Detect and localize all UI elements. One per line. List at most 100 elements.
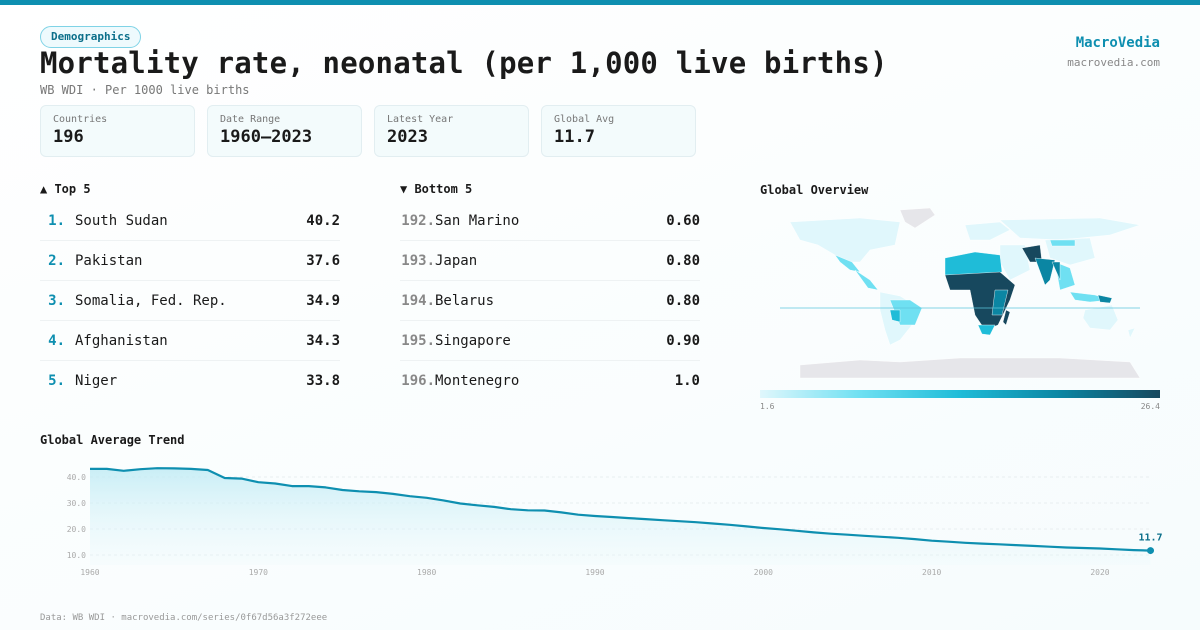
country-value: 40.2 [306,212,340,229]
country-value: 34.9 [306,292,340,309]
x-tick-label: 2010 [922,568,941,577]
map-region-australia[interactable] [1082,304,1119,331]
category-badge[interactable]: Demographics [40,26,142,48]
x-tick-label: 1990 [585,568,604,577]
stat-card-date-range: Date Range 1960–2023 [207,105,362,157]
stat-label: Countries [53,114,108,125]
world-map: 1.6 26.4 [760,207,1160,411]
y-tick-label: 40.0 [67,473,86,482]
map-region-india[interactable] [1034,257,1056,286]
x-tick-label: 2020 [1090,568,1109,577]
stat-value: 2023 [387,127,428,147]
trend-line [90,467,1151,552]
bottom5-list: 192. San Marino 0.60 193. Japan 0.80 194. Belar… [400,201,700,401]
stat-card-latest-year: Latest Year 2023 [374,105,529,157]
legend-max: 26.4 [1141,402,1160,411]
country-name: South Sudan [75,212,168,229]
trend-chart: 10.0 20.0 30.0 40.0 1960 1970 1980 1990 2000 2010… [67,467,1163,577]
map-region-new-zealand[interactable] [1127,327,1136,339]
list-item[interactable]: 196. Montenegro 1.0 [400,361,700,401]
list-item[interactable]: 195. Singapore 0.90 [400,321,700,361]
stat-value: 11.7 [554,127,595,147]
country-value: 0.80 [666,292,700,309]
country-value: 0.80 [666,252,700,269]
country-name: Montenegro [435,373,520,389]
stat-card-global-avg: Global Avg 11.7 [541,105,696,157]
list-item[interactable]: 4. Afghanistan 34.3 [40,321,340,361]
map-region-mexico[interactable] [834,254,861,273]
x-tick-label: 1970 [249,568,268,577]
country-value: 0.90 [666,332,700,349]
map-region-russia-asia[interactable] [999,217,1141,241]
stat-label: Date Range [220,114,281,125]
rank: 196. [401,373,435,389]
color-scale-bar [760,390,1160,398]
end-value-label: 11.7 [1138,533,1162,544]
map-region-southern-africa[interactable] [977,324,996,336]
rank: 3. [48,292,65,309]
x-tick-label: 1980 [417,568,436,577]
country-value: 0.60 [666,212,700,229]
map-region-greenland[interactable] [899,207,936,229]
list-item[interactable]: 2. Pakistan 37.6 [40,241,340,281]
country-value: 34.3 [306,332,340,349]
country-name: Singapore [435,332,511,349]
list-item[interactable]: 194. Belarus 0.80 [400,281,700,321]
list-item[interactable]: 193. Japan 0.80 [400,241,700,281]
map-region-east-africa[interactable] [991,289,1009,316]
rank: 4. [48,332,65,349]
map-region-antarctica[interactable] [799,357,1141,379]
rank: 194. [401,292,435,309]
x-tick-label: 1960 [80,568,99,577]
y-tick-label: 10.0 [67,551,86,560]
map-heading: Global Overview [760,183,869,197]
y-tick-label: 30.0 [67,499,86,508]
stat-value: 1960–2023 [220,127,313,147]
trend-area [90,468,1151,565]
page-title: Mortality rate, neonatal (per 1,000 live… [40,46,888,80]
country-name: Afghanistan [75,332,168,349]
map-region-papua[interactable] [1097,294,1113,304]
country-name: Niger [75,373,118,389]
stat-label: Global Avg [554,114,615,125]
rank: 1. [48,212,65,229]
country-name: Pakistan [75,252,143,269]
page-subtitle: WB WDI · Per 1000 live births [40,83,250,97]
stat-value: 196 [53,127,84,147]
top5-list: 1. South Sudan 40.2 2. Pakistan 37.6 3. Somalia… [40,201,340,401]
rank: 192. [401,212,435,229]
country-value: 37.6 [306,252,340,269]
trend-heading: Global Average Trend [40,433,185,447]
list-item[interactable]: 3. Somalia, Fed. Rep. 34.9 [40,281,340,321]
map-region-bolivia[interactable] [889,309,901,323]
country-name: Japan [435,252,478,269]
top-accent-bar [0,0,1200,5]
country-name: Belarus [435,292,495,309]
rank: 195. [401,332,435,349]
brand-logo[interactable]: MacroVedia [1075,35,1160,51]
country-name: Somalia, Fed. Rep. [75,292,227,309]
stat-label: Latest Year [387,114,454,125]
map-region-madagascar[interactable] [1002,309,1011,326]
country-value: 33.8 [306,373,340,389]
rank: 193. [401,252,435,269]
top5-heading: ▲ Top 5 [40,182,91,196]
list-item[interactable]: 5. Niger 33.8 [40,361,340,401]
map-region-mongolia[interactable] [1049,239,1076,247]
list-item[interactable]: 192. San Marino 0.60 [400,201,700,241]
brand-url[interactable]: macrovedia.com [1067,56,1160,69]
bottom5-heading: ▼ Bottom 5 [400,182,473,196]
footer-source[interactable]: Data: WB WDI · macrovedia.com/series/0f6… [40,613,328,623]
list-item[interactable]: 1. South Sudan 40.2 [40,201,340,241]
country-name: San Marino [435,212,520,229]
x-tick-label: 2000 [754,568,773,577]
legend-min: 1.6 [760,402,775,411]
stat-card-countries: Countries 196 [40,105,195,157]
rank: 5. [48,373,65,389]
map-region-central-america[interactable] [854,269,879,291]
map-region-europe[interactable] [964,221,1011,241]
map-region-myanmar[interactable] [1051,261,1061,281]
rank: 2. [48,252,65,269]
country-value: 1.0 [674,373,700,389]
map-region-north-america[interactable] [789,217,901,263]
